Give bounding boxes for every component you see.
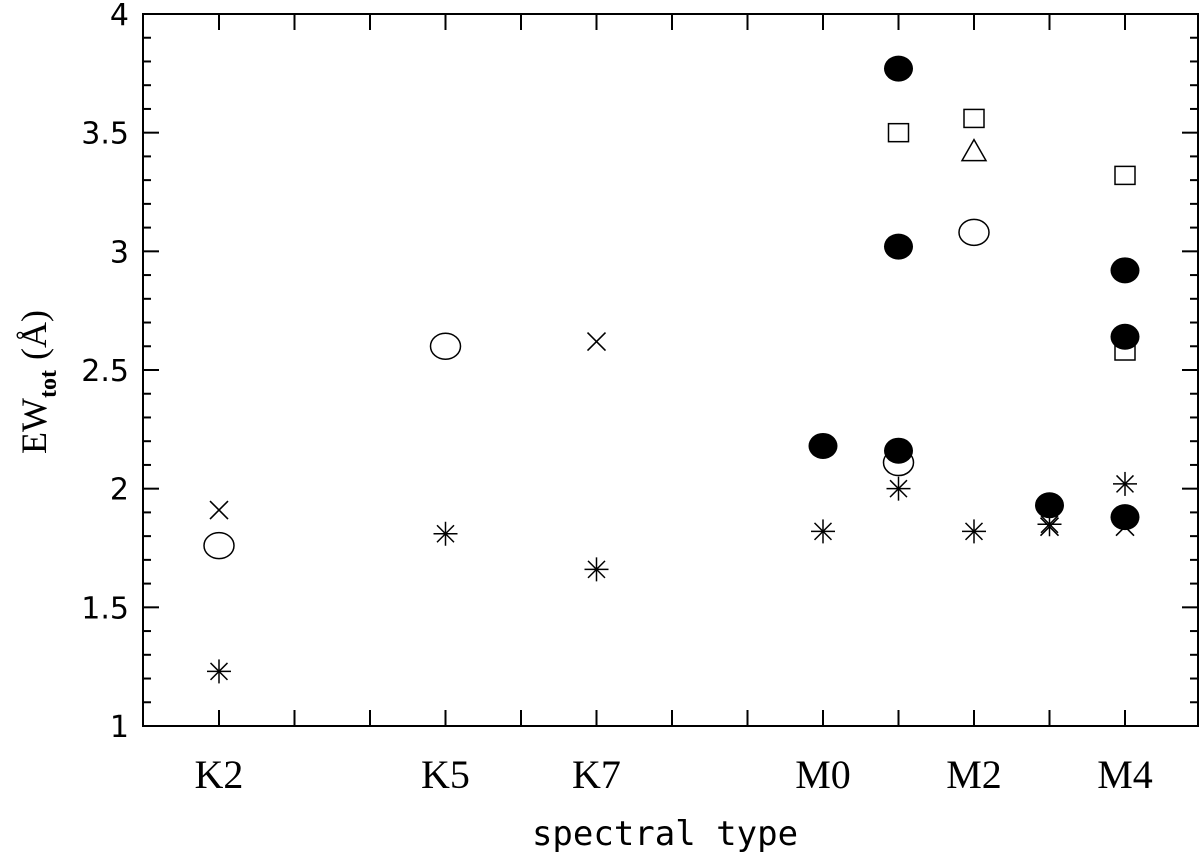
x-tick-label: M4 [1097,752,1153,797]
asterisk-point [584,557,609,582]
cross-point [586,331,607,352]
y-tick-label: 3.5 [81,117,129,152]
asterisk-point [207,659,231,684]
open-circle-point [429,332,462,361]
data-points [203,55,1140,684]
open-circle-point [958,218,990,247]
filled-circle-point [1110,257,1140,284]
y-tick-label: 1.5 [81,591,129,626]
open-circle-point [203,531,235,560]
filled-circle-point [1035,492,1064,519]
y-tick-label: 2.5 [81,354,129,389]
open-triangle-point [960,138,988,162]
x-axis-title: spectral type [532,814,798,854]
x-tick-label: M0 [795,752,851,797]
y-tick-label: 2 [110,473,129,508]
filled-circle-point [884,233,913,260]
asterisk-point [1113,471,1137,496]
y-tick-label: 4 [110,0,129,33]
cross-point [1039,517,1060,537]
filled-circle-point [884,437,913,464]
x-tick-label: K2 [195,752,244,797]
y-axis-title-main: EW [14,398,54,454]
filled-circle-point [1110,323,1140,350]
y-tick-labels: 1 1.5 2 2.5 3 3.5 4 [81,0,129,745]
asterisk-point [962,519,986,544]
y-tick-label: 1 [110,710,129,745]
asterisk-point [886,476,911,501]
y-tick-label: 3 [110,235,129,270]
filled-circle-point [884,55,913,82]
open-square-point [1114,165,1136,186]
y-axis-title-sub: tot [36,370,62,398]
x-tick-labels: K2 K5 K7 M0 M2 M4 [195,752,1153,797]
axis-ticks [143,13,1198,727]
plot-frame [142,13,1199,727]
filled-circle-point [808,432,838,459]
y-axis-title-unit: (Å) [14,310,54,360]
y-axis-title: EWtot (Å) [14,310,62,454]
filled-circle-point [1110,504,1140,531]
asterisk-point [433,521,458,546]
x-tick-label: K7 [572,752,621,797]
x-tick-label: K5 [421,752,470,797]
open-square-point [887,122,910,143]
open-square-point [963,108,985,129]
x-tick-label: M2 [946,752,1002,797]
asterisk-point [811,519,835,544]
cross-point [209,500,229,520]
